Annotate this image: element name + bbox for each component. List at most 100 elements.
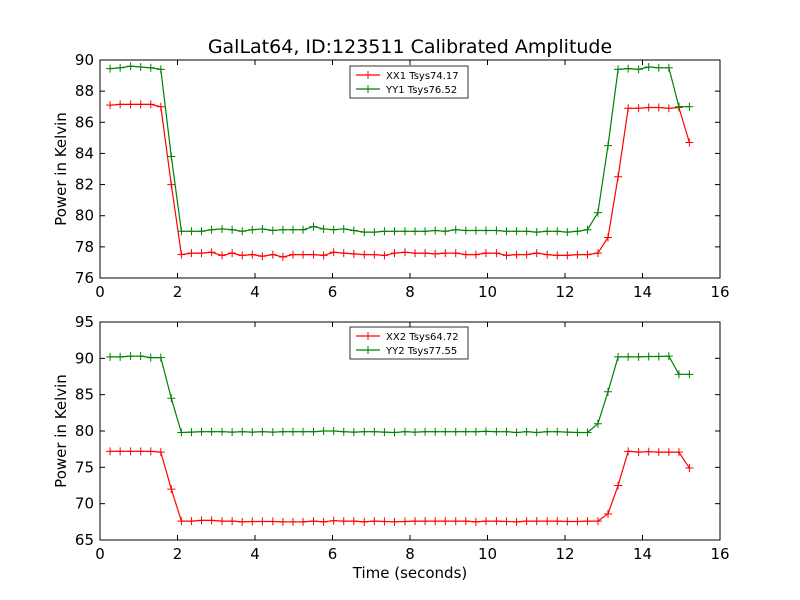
- bottom-series-1-marker: [329, 516, 338, 525]
- top-series-1-marker: [126, 100, 135, 109]
- chart-title: GalLat64, ID:123511 Calibrated Amplitude: [208, 36, 612, 58]
- bottom-series-2-marker: [644, 352, 653, 361]
- top-series-2-marker: [583, 225, 592, 234]
- bottom-series-1-marker: [390, 517, 399, 526]
- bottom-series-1-marker: [319, 517, 328, 526]
- top-plot-area: [106, 62, 694, 261]
- top-series-2-marker: [197, 227, 206, 236]
- bottom-x-tick-label: 8: [405, 545, 415, 563]
- bottom-ticks: 0 2 4 6 8 10 12 14 16 65 70 75 80 85 90 95: [75, 313, 730, 563]
- bottom-series-2-marker: [339, 427, 348, 436]
- top-series-2-marker: [258, 224, 267, 233]
- top-series-1-marker: [563, 251, 572, 260]
- bottom-series-1-marker: [400, 517, 409, 526]
- bottom-series-line-2: [110, 355, 690, 434]
- bottom-y-tick-label: 75: [75, 458, 94, 476]
- bottom-series-2-marker: [664, 352, 673, 361]
- top-series-2-marker: [390, 227, 399, 236]
- top-series-2-marker: [471, 226, 480, 235]
- bottom-series-1-marker: [207, 516, 216, 525]
- bottom-series-1-marker: [268, 517, 277, 526]
- bottom-series-2-marker: [288, 427, 297, 436]
- bottom-series-1-marker: [258, 517, 267, 526]
- top-series-1-marker: [248, 250, 257, 259]
- bottom-series-2-marker: [360, 427, 369, 436]
- bottom-legend-box: [349, 326, 469, 360]
- bottom-series-1-marker: [481, 517, 490, 526]
- top-y-tick-label: 80: [75, 207, 94, 225]
- bottom-series-2-marker: [126, 352, 135, 361]
- bottom-series-2-marker: [106, 352, 115, 361]
- bottom-series-2-marker: [228, 428, 237, 437]
- bottom-legend-label-2: YY2 Tsys77.55: [385, 346, 457, 357]
- bottom-series-1-marker: [543, 517, 552, 526]
- top-y-tick-label: 78: [75, 238, 94, 256]
- bottom-series-1-marker: [664, 448, 673, 457]
- bottom-legend-marker-2: [364, 346, 372, 354]
- bottom-x-tick-label: 10: [478, 545, 497, 563]
- bottom-series-1-marker: [116, 447, 125, 456]
- top-series-2-marker: [106, 64, 115, 73]
- bottom-series-1-marker: [228, 517, 237, 526]
- top-x-tick-label: 12: [555, 283, 574, 301]
- bottom-series-2-marker: [604, 387, 613, 396]
- top-series-1-marker: [228, 249, 237, 258]
- bottom-y-tick-label: 70: [75, 495, 94, 513]
- bottom-series-2-marker: [421, 427, 430, 436]
- top-series-2-marker: [278, 225, 287, 234]
- bottom-series-2-marker: [146, 353, 155, 362]
- top-series-2-marker: [604, 141, 613, 150]
- top-series-1-marker: [502, 251, 511, 260]
- top-series-1-marker: [288, 250, 297, 259]
- bottom-series-1-marker: [146, 447, 155, 456]
- bottom-series-1-marker: [532, 517, 541, 526]
- top-series-2-marker: [207, 225, 216, 234]
- top-series-1-marker: [349, 249, 358, 258]
- top-series-1-marker: [532, 249, 541, 258]
- bottom-series-1-marker: [654, 448, 663, 457]
- top-series-1-marker: [370, 250, 379, 259]
- bottom-series-2-marker: [400, 427, 409, 436]
- top-series-1-marker: [492, 249, 501, 258]
- top-series-1-marker: [441, 249, 450, 258]
- bottom-series-2-marker: [268, 428, 277, 437]
- top-series-2-marker: [593, 208, 602, 217]
- bottom-series-2-marker: [461, 427, 470, 436]
- top-series-2-marker: [268, 226, 277, 235]
- bottom-x-tick-label: 2: [173, 545, 183, 563]
- top-series-2-marker: [370, 228, 379, 237]
- bottom-series-2-marker: [512, 428, 521, 437]
- bottom-series-2-marker: [177, 428, 186, 437]
- bottom-series-1-marker: [136, 447, 145, 456]
- bottom-series-1-marker: [197, 516, 206, 525]
- bottom-series-2-marker: [492, 427, 501, 436]
- bottom-series-2-marker: [319, 427, 328, 435]
- bottom-series-2-marker: [136, 352, 145, 361]
- bottom-series-1-marker: [299, 517, 308, 526]
- bottom-x-tick-label: 4: [250, 545, 260, 563]
- bottom-series-1-marker: [451, 517, 460, 526]
- top-series-2-marker: [553, 227, 562, 236]
- top-series-2-marker: [685, 102, 694, 111]
- top-series-2-marker: [674, 102, 683, 111]
- bottom-series-2-marker: [238, 427, 247, 436]
- bottom-series-1-marker: [349, 517, 358, 526]
- bottom-series-1-marker: [583, 517, 592, 526]
- bottom-x-tick-label: 16: [710, 545, 729, 563]
- bottom-subplot: 0 2 4 6 8 10 12 14 16 65 70 75 80 85 90 95 Power in Kel…: [52, 313, 730, 582]
- top-series-1-marker: [451, 249, 460, 258]
- bottom-series-2-marker: [197, 427, 206, 436]
- top-x-tick-label: 2: [173, 283, 183, 301]
- bottom-series-2-marker: [278, 427, 287, 436]
- bottom-series-1-marker: [604, 509, 613, 518]
- bottom-series-2-marker: [674, 370, 683, 379]
- bottom-series-1-marker: [380, 517, 389, 526]
- bottom-plot-area: [106, 352, 694, 526]
- top-series-2-marker: [634, 65, 643, 74]
- bottom-series-1-marker: [471, 517, 480, 526]
- bottom-series-1-marker: [248, 517, 257, 526]
- bottom-y-axis-label: Power in Kelvin: [52, 374, 70, 488]
- top-series-2-marker: [380, 227, 389, 236]
- top-series-2-marker: [411, 227, 420, 236]
